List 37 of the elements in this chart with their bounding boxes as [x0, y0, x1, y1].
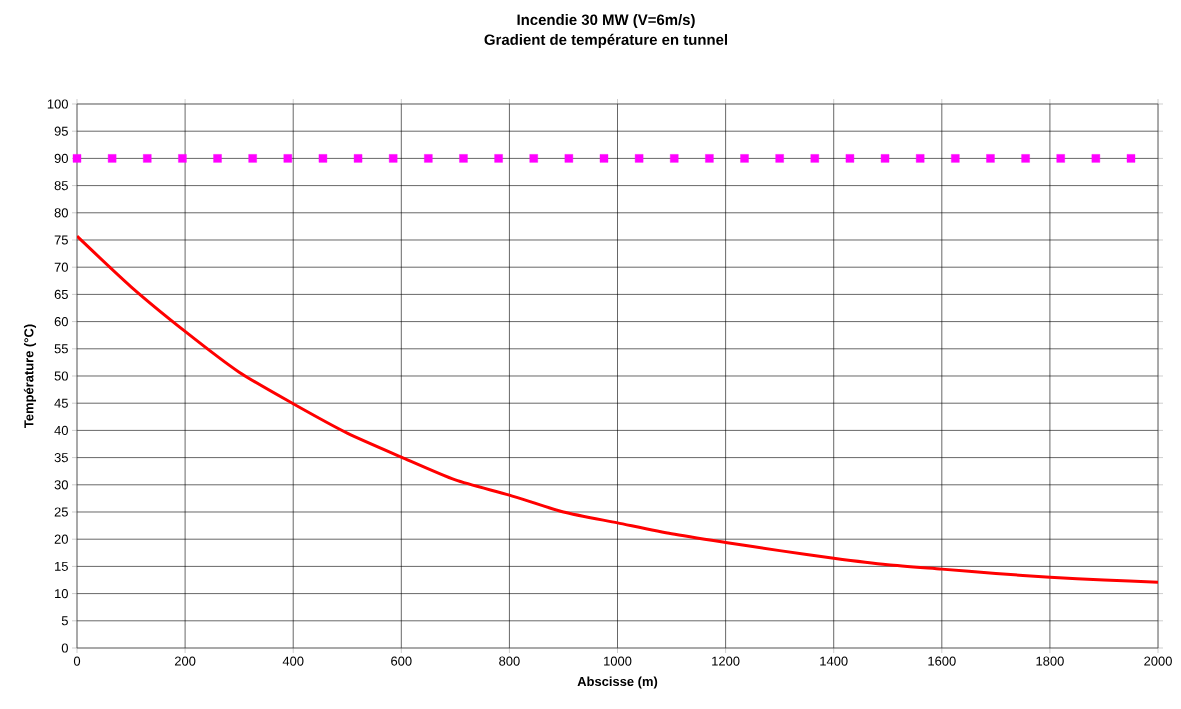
y-tick-label: 95 — [54, 126, 68, 136]
y-tick-label: 75 — [54, 235, 68, 245]
y-tick-label: 35 — [54, 453, 68, 463]
y-tick-label: 50 — [54, 371, 68, 381]
y-tick-label: 80 — [54, 208, 68, 218]
y-tick-label: 25 — [54, 507, 68, 517]
y-tick-label: 90 — [54, 153, 68, 163]
y-tick-label: 55 — [54, 344, 68, 354]
chart-title: Incendie 30 MW (V=6m/s) — [517, 14, 695, 28]
x-tick-label: 200 — [174, 656, 196, 666]
x-tick-label: 0 — [73, 656, 81, 666]
y-tick-label: 15 — [55, 561, 68, 571]
y-tick-label: 85 — [54, 181, 68, 191]
y-tick-label: 30 — [54, 480, 68, 490]
x-tick-label: 1800 — [1036, 656, 1064, 666]
y-tick-label: 45 — [54, 398, 68, 408]
y-tick-label: 65 — [54, 289, 68, 299]
x-tick-label: 1600 — [928, 656, 956, 666]
y-tick-label: 5 — [61, 616, 68, 626]
x-axis-title: Abscisse (m) — [577, 676, 658, 689]
chart-subtitle: Gradient de température en tunnel — [484, 33, 728, 48]
y-tick-label: 40 — [54, 425, 68, 435]
x-tick-label: 2000 — [1144, 656, 1172, 666]
x-tick-label: 1400 — [820, 656, 848, 666]
y-tick-label: 20 — [54, 534, 68, 544]
y-tick-label: 100 — [47, 99, 68, 109]
x-tick-label: 1200 — [712, 656, 740, 666]
y-tick-label: 70 — [54, 262, 68, 272]
x-tick-label: 800 — [499, 656, 520, 666]
x-tick-label: 1000 — [604, 656, 632, 666]
y-tick-label: 60 — [54, 317, 68, 327]
line-series — [77, 234, 1159, 584]
y-tick-label: 10 — [55, 589, 68, 599]
x-tick-label: 400 — [282, 656, 304, 666]
x-tick-label: 600 — [391, 656, 412, 666]
y-axis-title: Température (°C) — [23, 324, 37, 428]
y-tick-label: 0 — [61, 643, 68, 653]
